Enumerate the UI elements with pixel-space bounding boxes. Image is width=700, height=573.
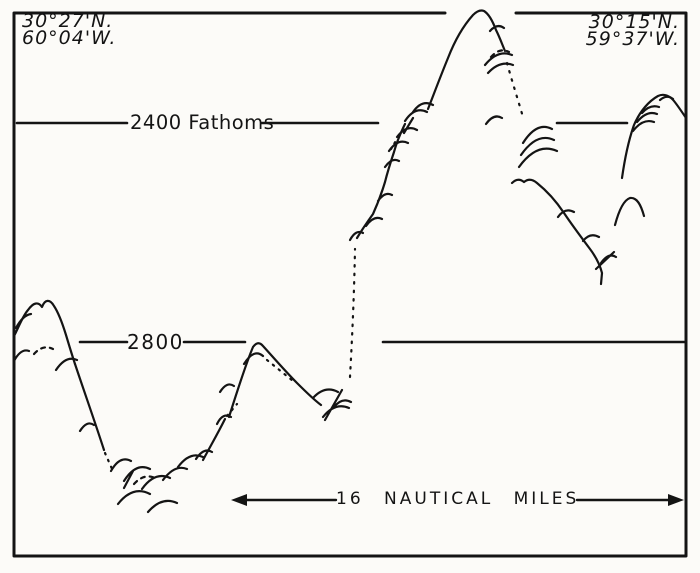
scale-bar-label: 16 NAUTICAL MILES xyxy=(336,489,580,509)
coordinate-label-northeast: 30°15'N. 59°37'W. xyxy=(585,11,680,50)
coordinate-ne-latitude: 30°15'N. xyxy=(588,11,680,33)
coordinate-label-northwest: 30°27'N. 60°04'W. xyxy=(22,10,117,49)
depth-label-2800: 2800 xyxy=(127,330,184,354)
coordinate-nw-latitude: 30°27'N. xyxy=(22,10,114,32)
coordinate-ne-longitude: 59°37'W. xyxy=(585,28,680,50)
scale-bar xyxy=(231,494,684,506)
frame-border xyxy=(12,11,688,558)
coordinate-nw-longitude: 60°04'W. xyxy=(22,27,117,49)
scale-arrow-left-head xyxy=(231,494,247,506)
depth-label-2400-fathoms: 2400 Fathoms xyxy=(130,111,275,134)
seafloor-trace xyxy=(12,9,688,514)
scale-arrow-right-head xyxy=(668,494,684,506)
